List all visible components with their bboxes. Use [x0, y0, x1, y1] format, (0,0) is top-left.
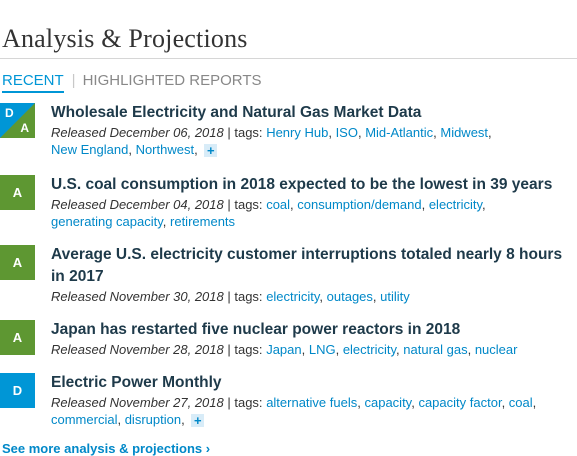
released-label: Released [51, 342, 106, 357]
tag-link[interactable]: nuclear [474, 342, 518, 357]
released-label: Released [51, 125, 106, 140]
tag-link[interactable]: coal [508, 395, 533, 410]
item-title-link[interactable]: Electric Power Monthly [51, 374, 222, 391]
tag-link[interactable]: electricity [266, 289, 320, 304]
tag-link[interactable]: Japan [266, 342, 302, 357]
analysis-badge: A [0, 320, 35, 355]
tag-link[interactable]: New England [51, 142, 129, 157]
data-analysis-badge: D A [0, 103, 35, 138]
tag-link[interactable]: Mid-Atlantic [365, 125, 434, 140]
tags-label: | tags: [227, 395, 263, 410]
tag-link[interactable]: ISO [335, 125, 358, 140]
tab-recent[interactable]: RECENT [2, 72, 64, 93]
tag-link[interactable]: utility [380, 289, 410, 304]
tag-link[interactable]: alternative fuels [266, 395, 358, 410]
tag-link[interactable]: Henry Hub [266, 125, 329, 140]
tag-link[interactable]: Midwest [440, 125, 489, 140]
tag-link[interactable]: capacity factor [418, 395, 502, 410]
item-title-link[interactable]: U.S. coal consumption in 2018 expected t… [51, 176, 553, 193]
section-title: Analysis & Projections [2, 24, 248, 53]
tab-highlighted-reports[interactable]: HIGHLIGHTED REPORTS [82, 72, 262, 89]
more-tags-button[interactable]: + [191, 414, 205, 427]
released-label: Released [51, 289, 106, 304]
badge-letter-a: A [20, 121, 29, 135]
item-title-link[interactable]: Japan has restarted five nuclear power r… [51, 321, 461, 338]
item-meta: Released December 04, 2018 | tags: coal,… [51, 197, 486, 229]
release-date: November 28, 2018 [109, 342, 224, 357]
report-tabs: RECENT | HIGHLIGHTED REPORTS [2, 72, 262, 93]
tag-link[interactable]: capacity [364, 395, 412, 410]
analysis-badge: A [0, 245, 35, 280]
see-more-link[interactable]: See more analysis & projections › [2, 441, 211, 456]
tag-link[interactable]: electricity [428, 197, 483, 212]
item-title-link[interactable]: Wholesale Electricity and Natural Gas Ma… [51, 104, 422, 121]
tags-label: | tags: [227, 197, 263, 212]
release-date: December 06, 2018 [109, 125, 224, 140]
tags-label: | tags: [227, 125, 263, 140]
item-meta: Released December 06, 2018 | tags: Henry… [51, 125, 492, 158]
tab-separator: | [71, 72, 76, 89]
tag-link[interactable]: outages [326, 289, 373, 304]
tag-link[interactable]: Northwest [135, 142, 195, 157]
title-divider [0, 58, 577, 59]
item-meta: Released November 27, 2018 | tags: alter… [51, 395, 537, 428]
item-meta: Released November 30, 2018 | tags: elect… [51, 289, 410, 304]
more-tags-button[interactable]: + [204, 144, 218, 157]
release-date: November 30, 2018 [109, 289, 224, 304]
analysis-badge: A [0, 175, 35, 210]
tag-link[interactable]: coal [266, 197, 291, 212]
item-title-link[interactable]: Average U.S. electricity customer interr… [51, 246, 563, 285]
tags-label: | tags: [227, 289, 263, 304]
tags-label: | tags: [227, 342, 263, 357]
tag-link[interactable]: disruption [124, 412, 182, 427]
tag-link[interactable]: LNG [308, 342, 336, 357]
tag-link[interactable]: generating capacity [51, 214, 163, 229]
tag-link[interactable]: natural gas [403, 342, 468, 357]
badge-letter-d: D [5, 106, 14, 120]
data-badge: D [0, 373, 35, 408]
release-date: December 04, 2018 [109, 197, 224, 212]
released-label: Released [51, 395, 106, 410]
tag-link[interactable]: retirements [170, 214, 236, 229]
item-meta: Released November 28, 2018 | tags: Japan… [51, 342, 518, 357]
tag-link[interactable]: consumption/demand [297, 197, 422, 212]
released-label: Released [51, 197, 106, 212]
release-date: November 27, 2018 [109, 395, 224, 410]
tag-link[interactable]: electricity [342, 342, 397, 357]
tag-link[interactable]: commercial [51, 412, 118, 427]
